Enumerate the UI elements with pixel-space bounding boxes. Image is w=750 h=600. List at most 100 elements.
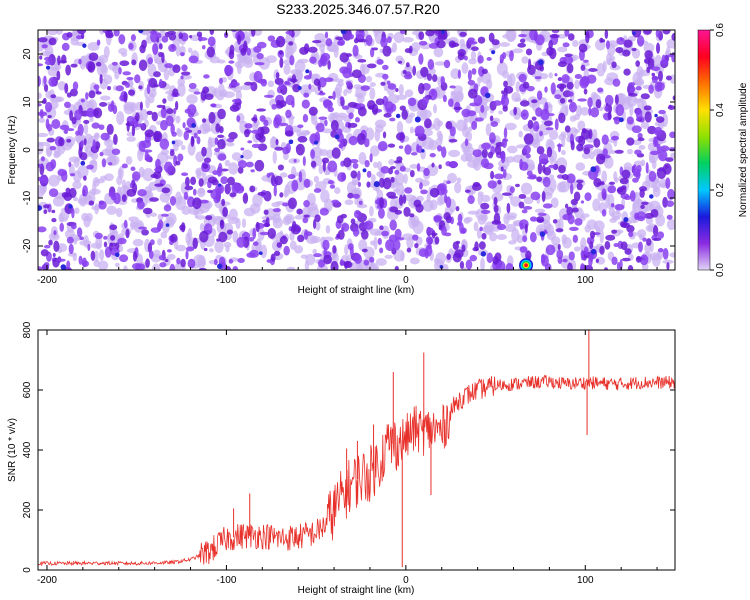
- speckle-dark: [580, 64, 586, 71]
- speckle-light: [477, 194, 483, 206]
- speckle-dark: [43, 75, 47, 86]
- speckle-dark: [70, 88, 78, 97]
- speckle-dark: [493, 196, 498, 206]
- speckle-dark: [94, 232, 103, 240]
- colorbar-gradient: [698, 30, 710, 270]
- speckle-dark: [256, 41, 267, 49]
- speckle-dark: [601, 134, 609, 145]
- speckle-dark: [423, 118, 432, 129]
- speckle-dark: [141, 39, 147, 49]
- speckle-light: [395, 182, 405, 196]
- speckle-light: [46, 30, 59, 36]
- speckle-dark: [386, 80, 391, 85]
- speckle-dark: [318, 59, 323, 68]
- speckle-light: [507, 145, 518, 154]
- speckle-dark: [449, 161, 458, 168]
- speckle-light: [325, 224, 331, 234]
- speckle-dark: [43, 204, 50, 209]
- speckle-blue: [649, 194, 654, 199]
- speckle-light: [616, 93, 626, 108]
- x-tick-label: 100: [577, 275, 594, 286]
- speckle-dark: [461, 108, 471, 118]
- speckle-dark: [111, 61, 118, 66]
- colorbar-tick-label: 0.2: [715, 183, 726, 197]
- speckle-dark: [312, 40, 322, 44]
- speckle-dark: [199, 199, 209, 204]
- speckle-dark: [570, 198, 578, 206]
- speckle-light: [429, 199, 438, 211]
- speckle-blue: [654, 113, 658, 118]
- speckle-light: [74, 207, 80, 214]
- speckle-light: [223, 241, 232, 248]
- speckle-dark: [666, 262, 670, 270]
- speckle-dark: [509, 50, 514, 62]
- speckle-dark: [341, 105, 350, 110]
- speckle-light: [625, 94, 638, 107]
- speckle-dark: [398, 145, 404, 149]
- speckle-dark: [278, 50, 284, 55]
- speckle-dark: [394, 265, 399, 270]
- speckle-light: [561, 149, 566, 156]
- speckle-dark: [153, 130, 163, 143]
- speckle-light: [125, 181, 132, 191]
- speckle-light: [150, 212, 157, 217]
- speckle-dark: [542, 176, 551, 188]
- speckle-dark: [576, 179, 584, 184]
- speckle-dark: [237, 257, 245, 263]
- speckle-dark: [418, 31, 425, 41]
- speckle-dark: [71, 207, 75, 219]
- speckle-light: [376, 171, 384, 177]
- speckle-light: [196, 169, 202, 180]
- speckle-dark: [492, 255, 499, 265]
- speckle-dark: [571, 207, 579, 213]
- speckle-dark: [302, 217, 309, 224]
- speckle-dark: [363, 220, 374, 230]
- speckle-dark: [83, 119, 90, 124]
- speckle-light: [228, 162, 239, 175]
- speckle-dark: [524, 223, 528, 234]
- speckle-dark: [327, 59, 331, 70]
- speckle-light: [77, 165, 89, 179]
- speckle-dark: [110, 234, 116, 241]
- speckle-dark: [580, 249, 584, 261]
- speckle-dark: [426, 73, 433, 81]
- speckle-dark: [672, 95, 675, 101]
- speckle-dark: [159, 262, 167, 268]
- speckle-dark: [374, 199, 381, 205]
- speckle-light: [175, 196, 187, 211]
- speckle-dark: [267, 35, 276, 42]
- speckle-dark: [459, 260, 465, 270]
- speckle-light: [128, 216, 139, 222]
- speckle-light: [434, 61, 446, 66]
- speckle-dark: [604, 30, 609, 39]
- speckle-light: [592, 198, 601, 212]
- speckle-dark: [279, 122, 289, 127]
- speckle-dark: [519, 246, 528, 253]
- speckle-dark: [539, 130, 543, 137]
- speckle-dark: [251, 117, 258, 122]
- speckle-dark: [651, 66, 661, 71]
- speckle-dark: [531, 116, 537, 121]
- speckle-dark: [168, 44, 177, 52]
- speckle-dark: [207, 176, 218, 184]
- speckle-dark: [260, 78, 268, 87]
- speckle-dark: [47, 114, 52, 119]
- speckle-dark: [665, 177, 671, 189]
- speckle-dark: [502, 105, 508, 112]
- speckle-dark: [224, 183, 231, 195]
- speckle-dark: [537, 212, 547, 217]
- speckle-dark: [192, 197, 202, 210]
- speckle-dark: [224, 31, 229, 39]
- speckle-dark: [317, 259, 326, 268]
- speckle-dark: [644, 111, 652, 123]
- speckle-blue: [305, 69, 310, 74]
- speckle-dark: [531, 99, 538, 104]
- speckle-dark: [357, 58, 367, 63]
- y-tick-label: 200: [22, 501, 33, 518]
- speckle-dark: [279, 235, 288, 245]
- speckle-dark: [653, 136, 657, 148]
- speckle-blue: [484, 92, 491, 99]
- speckle-light: [249, 202, 261, 214]
- speckle-dark: [483, 162, 494, 170]
- speckle-dark: [303, 229, 309, 240]
